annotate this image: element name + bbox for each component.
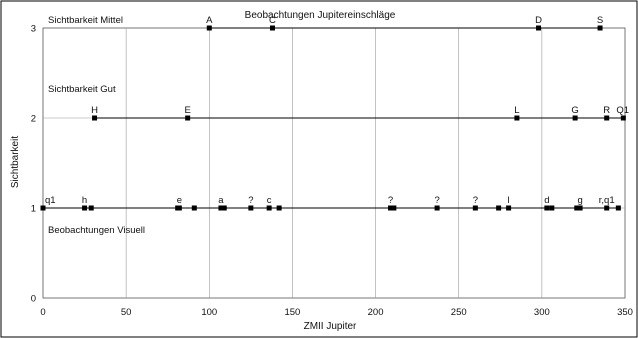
point-labels: A C D S H E L G R Q1 q1 h e a? c??? l d g r,q1 [45, 15, 629, 206]
x-axis-label: ZMII Jupiter [304, 321, 357, 332]
data-point [549, 205, 555, 211]
point-label: C [269, 15, 276, 26]
data-point [206, 25, 212, 31]
x-tick-label: 150 [284, 307, 300, 318]
data-point [572, 115, 578, 121]
data-point [88, 205, 94, 211]
data-point [40, 205, 46, 211]
x-tick-label: 0 [40, 307, 45, 318]
data-point [604, 205, 610, 211]
data-point [536, 25, 542, 31]
data-point [388, 205, 394, 211]
y-tick-labels: 0 1 2 3 [31, 24, 36, 305]
point-label: ? [248, 195, 253, 206]
point-label: Q1 [616, 105, 629, 116]
point-label: R [603, 105, 610, 116]
annotation-label: Beobachtungen Visuell [48, 225, 145, 236]
point-label: e [177, 195, 182, 206]
point-label: a [218, 195, 224, 206]
point-label: c [267, 195, 272, 206]
y-tick-label: 3 [31, 24, 36, 35]
annotation-label: Sichtbarkeit Mittel [48, 15, 123, 26]
data-point [391, 205, 397, 211]
x-tick-label: 200 [368, 307, 384, 318]
data-point [221, 205, 227, 211]
data-point [176, 205, 182, 211]
data-point [92, 115, 98, 121]
data-point [434, 205, 440, 211]
chart-title: Beobachtungen Jupitereinschläge [245, 10, 396, 21]
x-tick-label: 100 [201, 307, 217, 318]
y-tick-label: 1 [31, 204, 36, 215]
data-point [248, 205, 254, 211]
data-point [544, 205, 550, 211]
data-point [191, 205, 197, 211]
point-label: q1 [45, 195, 56, 206]
y-tick-label: 2 [31, 114, 36, 125]
point-label: ? [388, 195, 393, 206]
point-label: ? [434, 195, 439, 206]
point-label: g [577, 195, 582, 206]
plot-area [42, 27, 626, 299]
data-point [620, 115, 626, 121]
point-label: r,q1 [599, 195, 615, 206]
point-label: G [571, 105, 578, 116]
point-label: L [514, 105, 519, 116]
x-tick-labels: 0 50 100 150 200 250 300 350 [40, 307, 633, 318]
data-point [615, 205, 621, 211]
x-tick-label: 250 [451, 307, 467, 318]
point-label: l [508, 195, 510, 206]
point-label: ? [473, 195, 478, 206]
point-label: D [535, 15, 542, 26]
point-label: H [91, 105, 98, 116]
x-tick-label: 300 [534, 307, 550, 318]
data-point [82, 205, 88, 211]
data-point [604, 115, 610, 121]
point-label: d [544, 195, 549, 206]
data-point [266, 205, 272, 211]
point-label: A [206, 15, 213, 26]
point-label: h [82, 195, 87, 206]
data-point [496, 205, 502, 211]
data-point [185, 115, 191, 121]
markers [40, 25, 626, 211]
data-point [472, 205, 478, 211]
data-point [276, 205, 282, 211]
x-tick-label: 50 [121, 307, 132, 318]
data-point [218, 205, 224, 211]
data-point [269, 25, 275, 31]
annotation-label: Sichtbarkeit Gut [48, 84, 116, 95]
y-axis-label: Sichtbarkeit [10, 136, 21, 188]
point-label: S [597, 15, 603, 26]
data-point [514, 115, 520, 121]
data-point [597, 25, 603, 31]
data-point [574, 205, 580, 211]
annotations: Sichtbarkeit Mittel Sichtbarkeit Gut Beoba… [48, 15, 145, 236]
point-label: E [184, 105, 190, 116]
x-tick-label: 350 [617, 307, 633, 318]
data-point [506, 205, 512, 211]
y-tick-label: 0 [31, 294, 36, 305]
data-point [577, 205, 583, 211]
